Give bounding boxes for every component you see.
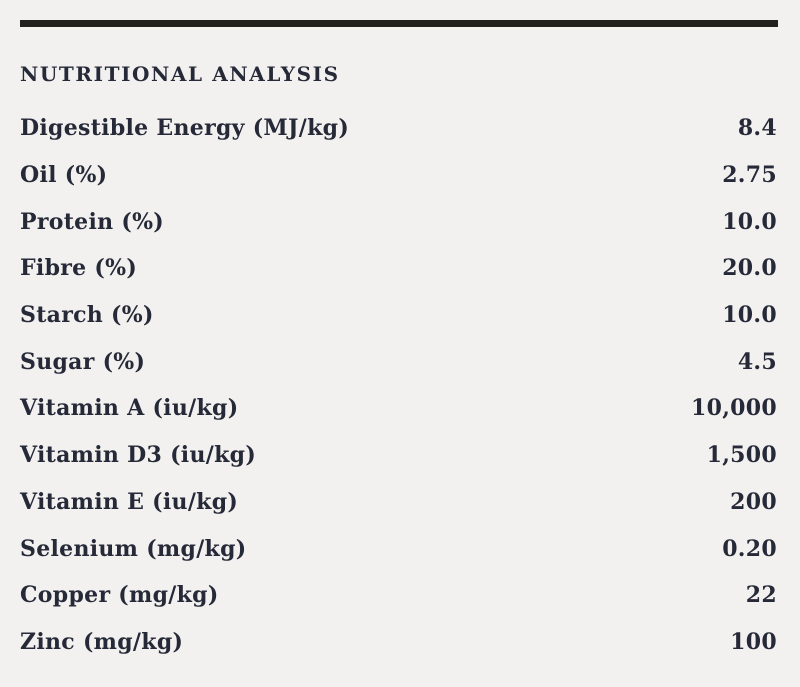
table-row-copper: Copper (mg/kg) 22 xyxy=(0,572,800,619)
nutrient-label: Selenium (mg/kg) xyxy=(20,535,247,562)
nutrient-label: Digestible Energy (MJ/kg) xyxy=(20,115,350,142)
table-row-oil: Oil (%) 2.75 xyxy=(0,152,800,199)
nutritional-analysis-section: NUTRITIONAL ANALYSIS Digestible Energy (… xyxy=(0,20,800,687)
section-top-divider xyxy=(20,20,778,27)
table-row-selenium: Selenium (mg/kg) 0.20 xyxy=(0,525,800,572)
table-row-protein: Protein (%) 10.0 xyxy=(0,198,800,245)
table-row-zinc: Zinc (mg/kg) 100 xyxy=(0,619,800,666)
nutrient-value: 22 xyxy=(745,582,777,609)
nutrient-value: 0.20 xyxy=(722,535,777,562)
nutrient-label: Protein (%) xyxy=(20,208,165,235)
nutrient-value: 10,000 xyxy=(691,395,777,422)
table-row-starch: Starch (%) 10.0 xyxy=(0,292,800,339)
nutrient-label: Zinc (mg/kg) xyxy=(20,628,184,655)
nutrient-value: 4.5 xyxy=(737,348,777,375)
nutrient-label: Oil (%) xyxy=(20,162,108,189)
nutrient-label: Vitamin A (iu/kg) xyxy=(20,395,239,422)
section-title: NUTRITIONAL ANALYSIS xyxy=(20,62,340,86)
table-row-fibre: Fibre (%) 20.0 xyxy=(0,245,800,292)
nutrient-value: 1,500 xyxy=(706,442,777,469)
nutrient-label: Sugar (%) xyxy=(20,348,146,375)
nutrient-label: Fibre (%) xyxy=(20,255,138,282)
nutrient-value: 10.0 xyxy=(722,208,777,235)
table-row-sugar: Sugar (%) 4.5 xyxy=(0,338,800,385)
nutrient-value: 20.0 xyxy=(722,255,777,282)
table-row-digestible-energy: Digestible Energy (MJ/kg) 8.4 xyxy=(0,105,800,152)
nutrient-label: Vitamin E (iu/kg) xyxy=(20,488,239,515)
nutrient-label: Copper (mg/kg) xyxy=(20,582,219,609)
nutrient-value: 2.75 xyxy=(722,162,777,189)
nutrient-table: Digestible Energy (MJ/kg) 8.4 Oil (%) 2.… xyxy=(0,105,800,665)
nutrient-value: 10.0 xyxy=(722,302,777,329)
nutrient-label: Starch (%) xyxy=(20,302,154,329)
nutrient-value: 100 xyxy=(730,628,777,655)
table-row-vitamin-d3: Vitamin D3 (iu/kg) 1,500 xyxy=(0,432,800,479)
nutrient-value: 8.4 xyxy=(737,115,777,142)
nutrient-label: Vitamin D3 (iu/kg) xyxy=(20,442,257,469)
nutrient-value: 200 xyxy=(730,488,777,515)
table-row-vitamin-a: Vitamin A (iu/kg) 10,000 xyxy=(0,385,800,432)
table-row-vitamin-e: Vitamin E (iu/kg) 200 xyxy=(0,479,800,526)
